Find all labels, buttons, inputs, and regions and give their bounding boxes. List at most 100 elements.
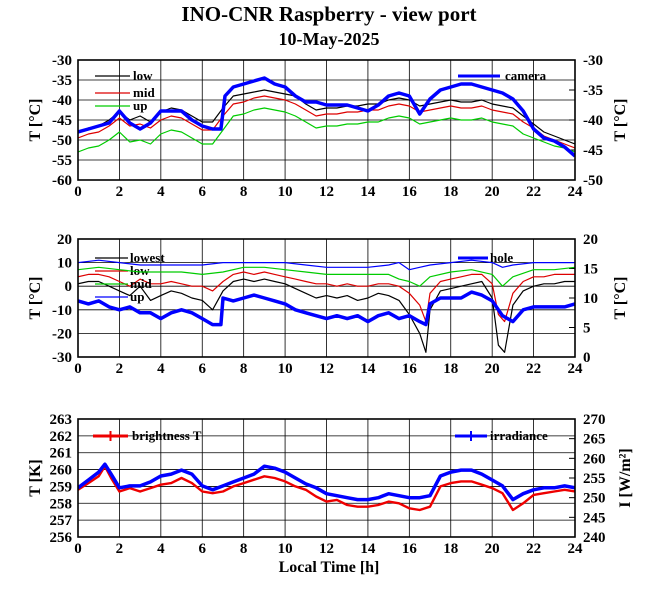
series-line-up (78, 259, 575, 271)
x-tick-label: 6 (199, 541, 207, 557)
x-tick-label: 16 (402, 361, 418, 377)
y-tick-label: -30 (52, 350, 72, 366)
panel-brightness-irradiance: 0 2 4 6 8 10 12 14 16 18 20 22 242632622612602592582… (27, 412, 634, 557)
x-tick-label: 4 (157, 541, 165, 557)
legend-label: camera (505, 68, 547, 83)
x-tick-label: 16 (402, 541, 418, 557)
x-tick-label: 24 (568, 361, 584, 377)
y-tick-label: 259 (50, 479, 73, 495)
y2-tick-label: 240 (583, 530, 606, 546)
x-axis-label: Local Time [h] (279, 559, 380, 576)
y2-tick-label: 5 (583, 321, 591, 337)
x-tick-label: 2 (116, 184, 124, 200)
x-tick-label: 6 (199, 361, 207, 377)
x-tick-label: 10 (278, 184, 293, 200)
y-tick-label: 258 (50, 496, 73, 512)
x-tick-label: 2 (116, 541, 124, 557)
x-tick-label: 24 (568, 541, 584, 557)
y-tick-label: -30 (52, 53, 72, 69)
x-tick-label: 2 (116, 361, 124, 377)
y2-tick-label: 10 (583, 291, 598, 307)
panel-ground-temperatures: 0 2 4 6 8 10 12 14 16 18 20 22 2420100-10-20-3020151… (27, 232, 629, 377)
plot-frame (77, 418, 576, 538)
x-tick-label: 12 (319, 541, 334, 557)
plot-frame (77, 59, 576, 181)
x-tick-label: 8 (240, 541, 248, 557)
y2-tick-label: 255 (583, 471, 606, 487)
y-tick-label: -35 (52, 73, 72, 89)
y-tick-label: 261 (50, 446, 73, 462)
x-tick-label: 4 (157, 361, 165, 377)
y2-tick-label: 20 (583, 232, 598, 248)
series-line-brightness-T (78, 465, 575, 512)
legend-label: up (133, 98, 147, 113)
x-tick-label: 10 (278, 361, 293, 377)
x-tick-label: 14 (360, 541, 376, 557)
y-tick-label: -55 (52, 153, 72, 169)
x-tick-label: 22 (526, 361, 541, 377)
legend-label: mid (133, 85, 155, 100)
x-tick-label: 6 (199, 184, 207, 200)
x-tick-label: 20 (485, 361, 500, 377)
panel-sky-temperatures: 0 2 4 6 8 10 12 14 16 18 20 22 24-30-35-40-45-50-55-… (27, 53, 629, 200)
y-tick-label: -40 (52, 93, 72, 109)
x-tick-label: 0 (74, 361, 82, 377)
y-tick-label: -60 (52, 173, 72, 189)
x-tick-label: 8 (240, 361, 248, 377)
y2-tick-label: 260 (583, 451, 606, 467)
x-tick-label: 0 (74, 184, 82, 200)
series-line-camera (78, 76, 575, 158)
y2-tick-label: 270 (583, 412, 606, 428)
y2-tick-label: 0 (583, 350, 591, 366)
legend-label: low (133, 68, 153, 83)
plot-frame (77, 238, 576, 358)
series-line-hole (78, 290, 575, 327)
y2-tick-label: 265 (583, 432, 606, 448)
x-tick-label: 20 (485, 184, 500, 200)
y-tick-label: 262 (50, 429, 73, 445)
y-tick-label: 260 (50, 463, 73, 479)
series-line-up (78, 107, 575, 153)
x-tick-label: 12 (319, 184, 334, 200)
x-tick-label: 18 (443, 184, 458, 200)
series-line-irradiance (78, 462, 575, 502)
y-tick-label: -50 (52, 133, 72, 149)
y-axis-label: T [°C] (27, 277, 44, 320)
y-axis-label: T [K] (27, 459, 44, 496)
y2-tick-label: 245 (583, 510, 606, 526)
legend-label: lowest (130, 250, 165, 265)
y2-axis-label: T [°C] (612, 277, 629, 320)
y-tick-label: -20 (52, 326, 72, 342)
x-tick-label: 10 (278, 541, 293, 557)
x-tick-label: 22 (526, 184, 541, 200)
legend-label: irradiance (490, 428, 548, 443)
y2-tick-label: 250 (583, 491, 606, 507)
x-tick-label: 20 (485, 541, 500, 557)
y-axis-label: T [°C] (27, 99, 44, 142)
y2-tick-label: -45 (583, 143, 603, 159)
x-tick-label: 18 (443, 541, 458, 557)
legend-label: brightness T (132, 428, 202, 443)
legend-label: hole (490, 250, 513, 265)
y-tick-label: 20 (57, 232, 72, 248)
y-tick-label: 10 (57, 256, 72, 272)
y2-tick-label: -35 (583, 83, 603, 99)
x-tick-label: 18 (443, 361, 458, 377)
y-tick-label: 257 (50, 513, 73, 529)
legend-label: up (130, 289, 144, 304)
x-tick-label: 14 (360, 361, 376, 377)
series-line-mid (78, 266, 575, 287)
x-tick-label: 0 (74, 541, 82, 557)
legend-label: low (130, 263, 150, 278)
y2-tick-label: 15 (583, 262, 598, 278)
y-tick-label: -45 (52, 113, 72, 129)
x-tick-label: 4 (157, 184, 165, 200)
y2-axis-label: T [°C] (612, 99, 629, 142)
chart-title: INO-CNR Raspberry - view port (181, 2, 476, 26)
x-tick-label: 16 (402, 184, 418, 200)
y2-tick-label: -30 (583, 53, 603, 69)
y2-tick-label: -50 (583, 173, 603, 189)
series-line-lowest (78, 278, 575, 353)
x-tick-label: 24 (568, 184, 584, 200)
